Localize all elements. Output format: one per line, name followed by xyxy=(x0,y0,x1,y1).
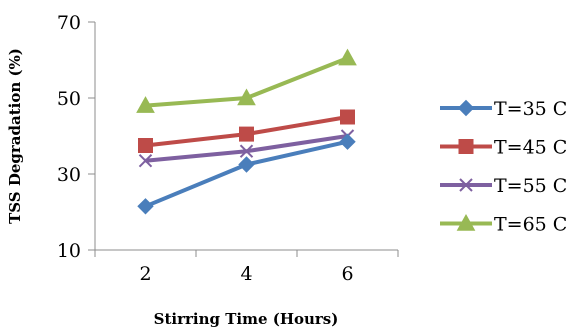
y-tick-label: 10 xyxy=(57,240,81,262)
x-tick-label: 4 xyxy=(240,263,252,285)
legend-marker xyxy=(459,178,473,192)
data-point xyxy=(239,126,254,142)
x-ticks: 2 4 6 xyxy=(94,250,399,285)
legend-item: T=55 C xyxy=(440,175,567,197)
data-point xyxy=(238,156,255,173)
data-point xyxy=(136,96,155,113)
y-axis-title: TSS Degradation (%) xyxy=(6,48,24,224)
legend-item: T=45 C xyxy=(440,137,567,159)
data-point xyxy=(237,88,256,106)
data-point xyxy=(137,198,154,215)
series-layer xyxy=(136,48,357,215)
data-point xyxy=(138,153,153,168)
legend-label: T=65 C xyxy=(494,214,567,236)
y-tick-label: 30 xyxy=(57,164,81,186)
legend-marker xyxy=(457,99,475,117)
axes xyxy=(94,22,398,251)
x-tick-label: 2 xyxy=(139,263,151,285)
data-point xyxy=(138,138,153,153)
legend-marker xyxy=(458,139,474,154)
y-tick-label: 50 xyxy=(57,88,81,110)
series-4 xyxy=(136,48,357,113)
x-tick-label: 6 xyxy=(341,263,353,285)
legend-label: T=55 C xyxy=(494,175,567,197)
y-ticks: 10 30 50 70 xyxy=(57,12,95,262)
data-point xyxy=(338,48,357,66)
data-point xyxy=(340,109,355,125)
series-2 xyxy=(138,109,355,153)
legend-marker xyxy=(456,213,476,231)
y-tick-label: 70 xyxy=(57,12,81,34)
legend-label: T=35 C xyxy=(494,98,567,120)
legend-label: T=45 C xyxy=(494,137,567,159)
legend: T=35 C T=45 C T=55 C T=65 C xyxy=(440,98,567,236)
data-point xyxy=(239,144,254,158)
legend-item: T=65 C xyxy=(440,214,567,236)
x-axis-title: Stirring Time (Hours) xyxy=(154,310,339,328)
series-1 xyxy=(137,133,356,215)
legend-item: T=35 C xyxy=(440,98,567,120)
data-point xyxy=(339,133,356,150)
